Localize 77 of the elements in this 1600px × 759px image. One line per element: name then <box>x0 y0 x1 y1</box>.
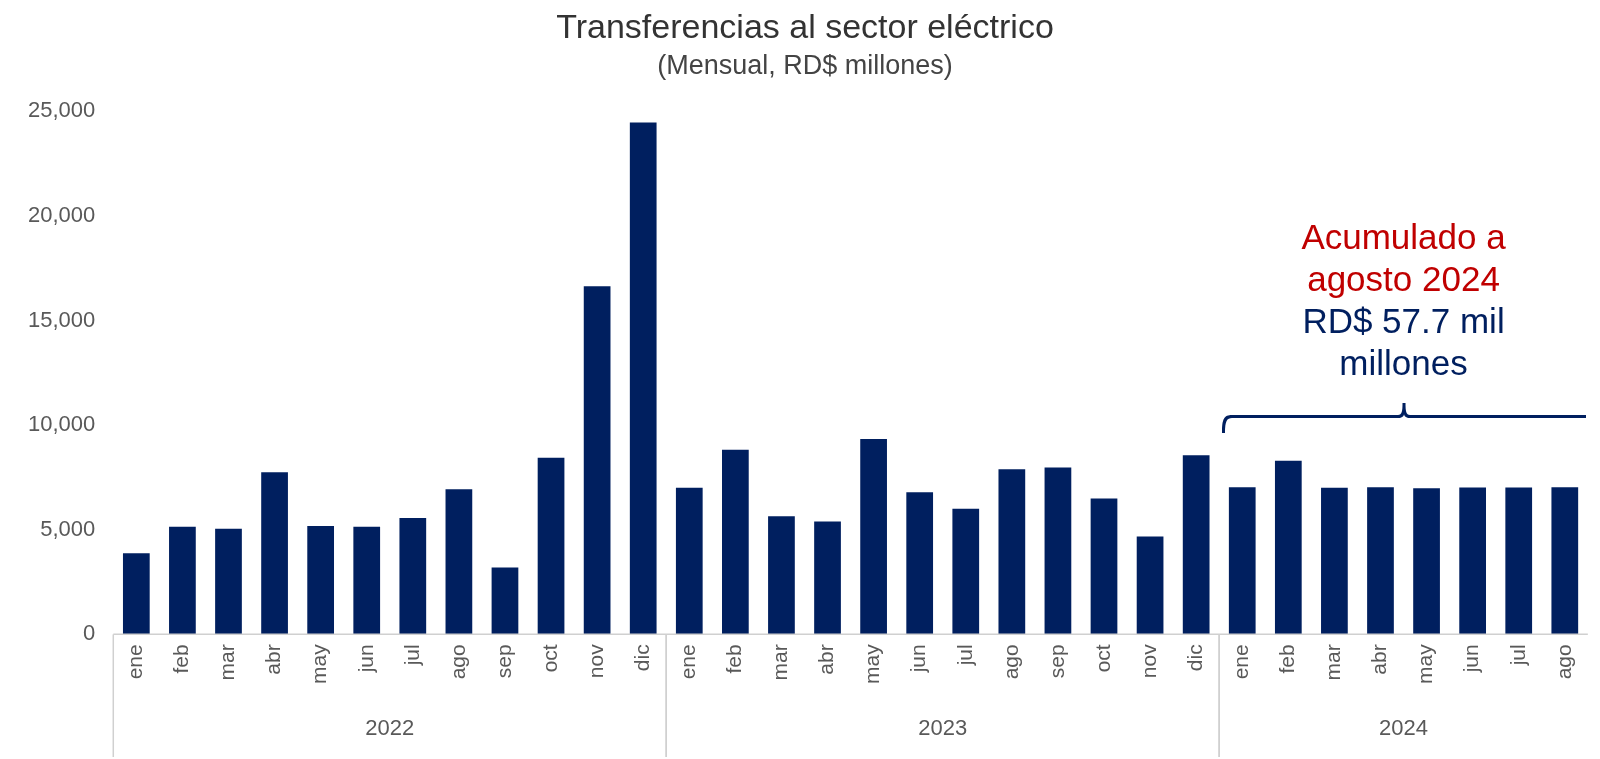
x-tick-label: jul <box>1505 644 1529 667</box>
x-tick-label: ene <box>123 644 147 680</box>
x-tick-label: nov <box>583 643 607 679</box>
bar <box>169 526 196 635</box>
x-tick-label: ene <box>676 644 700 680</box>
x-tick-label: dic <box>1182 644 1206 672</box>
bar <box>1551 487 1579 635</box>
bar <box>1136 536 1164 635</box>
bar <box>675 487 703 635</box>
x-tick-label: dic <box>630 644 653 672</box>
y-tick-label: 5,000 <box>40 515 96 541</box>
x-tick-label: may <box>860 643 884 685</box>
y-tick-label: 0 <box>83 620 96 646</box>
x-tick-label: mar <box>1321 644 1345 681</box>
bar <box>307 525 335 635</box>
annotation: RD$ 57.7 mil millones <box>1302 300 1505 382</box>
bar <box>537 457 565 635</box>
text: 2024 <box>1379 715 1428 741</box>
x-tick-label: oct <box>1090 644 1114 673</box>
x-tick-label: ago <box>445 644 469 680</box>
x-tick-label: ene <box>1229 644 1253 680</box>
bar <box>1228 487 1256 635</box>
bar <box>814 521 841 635</box>
bar <box>491 567 519 635</box>
bar <box>1090 498 1118 635</box>
bar <box>722 449 749 635</box>
bar <box>629 122 657 635</box>
x-tick-label: sep <box>1044 644 1068 679</box>
x-tick-label: jun <box>1459 644 1483 674</box>
y-tick-label: 20,000 <box>27 201 96 227</box>
x-tick-label: jul <box>952 644 976 667</box>
bar <box>1274 460 1302 635</box>
x-tick-label: sep <box>491 644 515 679</box>
x-tick-label: abr <box>261 644 285 675</box>
bar <box>906 492 934 635</box>
y-tick-label: 10,000 <box>27 411 96 437</box>
x-tick-label: feb <box>1275 644 1299 674</box>
x-tick-label: jun <box>353 644 377 674</box>
bar <box>1182 455 1210 635</box>
bar <box>1413 488 1440 635</box>
x-tick-label: ago <box>1551 644 1575 680</box>
y-tick-label: 25,000 <box>27 97 96 123</box>
chart-title: Transferencias al sector eléctrico <box>556 6 1054 45</box>
x-tick-label: feb <box>722 644 746 674</box>
bar <box>261 472 288 635</box>
bar <box>583 286 611 635</box>
x-tick-label: nov <box>1136 643 1160 679</box>
x-tick-label: feb <box>169 644 193 674</box>
x-tick-label: jul <box>399 644 423 667</box>
annotation: Acumulado a agosto 2024 <box>1301 216 1507 298</box>
x-tick-label: oct <box>537 644 561 673</box>
bar <box>215 528 242 635</box>
chart-subtitle: (Mensual, RD$ millones) <box>657 50 953 81</box>
text: 2023 <box>918 715 968 741</box>
text: 2022 <box>365 715 415 741</box>
x-tick-label: jun <box>906 644 930 674</box>
x-tick-label: mar <box>215 644 239 681</box>
bar <box>1505 487 1533 635</box>
x-tick-label: may <box>1413 643 1437 685</box>
bar <box>952 508 980 635</box>
bar <box>1321 487 1348 635</box>
x-tick-label: mar <box>768 644 792 681</box>
x-tick-label: ago <box>998 644 1022 680</box>
bar <box>353 526 381 635</box>
bar <box>768 516 795 635</box>
bar <box>860 438 887 635</box>
x-tick-label: may <box>307 643 331 685</box>
bar <box>1367 487 1394 635</box>
x-tick-label: abr <box>814 644 838 675</box>
bar <box>122 553 150 635</box>
bar <box>445 489 473 635</box>
bar <box>399 517 427 635</box>
bar <box>998 469 1026 635</box>
x-tick-label: abr <box>1367 644 1391 675</box>
y-tick-label: 15,000 <box>27 306 96 332</box>
bar <box>1044 467 1072 635</box>
bar <box>1459 487 1486 635</box>
